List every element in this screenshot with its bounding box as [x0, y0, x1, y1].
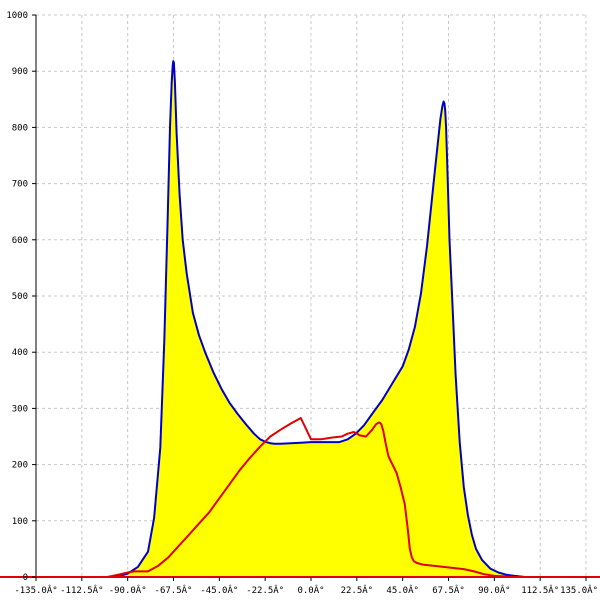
x-tick-label-4: -45.0Â°: [200, 584, 238, 596]
axes: [0, 14, 600, 581]
y-tick-label-2: 200: [12, 461, 28, 471]
series-layer: [36, 60, 586, 578]
x-tick-label-11: 112.5Â°: [521, 584, 559, 596]
y-tick-label-3: 300: [12, 404, 28, 414]
x-tick-label-3: -67.5Â°: [155, 584, 193, 596]
x-tick-label-10: 90.0Â°: [478, 584, 511, 596]
series-line-2: [36, 417, 586, 578]
y-tick-label-8: 800: [12, 123, 28, 133]
y-tick-label-5: 500: [12, 292, 28, 302]
y-tick-label-4: 400: [12, 348, 28, 358]
y-tick-label-1: 100: [12, 517, 28, 527]
x-tick-label-12: 135.0Â°: [560, 584, 598, 596]
series-line-1: [115, 60, 586, 578]
x-tick-label-0: -135.0Â°: [14, 584, 57, 596]
area-fill: [115, 61, 587, 578]
x-tick-label-5: -22.5Â°: [246, 584, 284, 596]
y-tick-label-10: 1000: [6, 11, 28, 21]
x-tick-label-7: 22.5Â°: [341, 584, 374, 596]
x-tick-label-9: 67.5Â°: [432, 584, 465, 596]
tick-labels: 0 100 200 300 400 500 600 700 800 900 1000 -135.0Â°…: [6, 11, 598, 596]
area-fill-layer: [115, 61, 587, 578]
y-tick-label-9: 900: [12, 67, 28, 77]
x-tick-label-2: -90.0Â°: [109, 584, 147, 596]
x-tick-label-8: 45.0Â°: [386, 584, 419, 596]
y-tick-label-7: 700: [12, 180, 28, 190]
y-tick-label-6: 600: [12, 236, 28, 246]
x-tick-label-1: -112.5Â°: [60, 584, 103, 596]
x-tick-label-6: 0.0Â°: [297, 584, 324, 596]
y-tick-label-0: 0: [23, 573, 28, 583]
